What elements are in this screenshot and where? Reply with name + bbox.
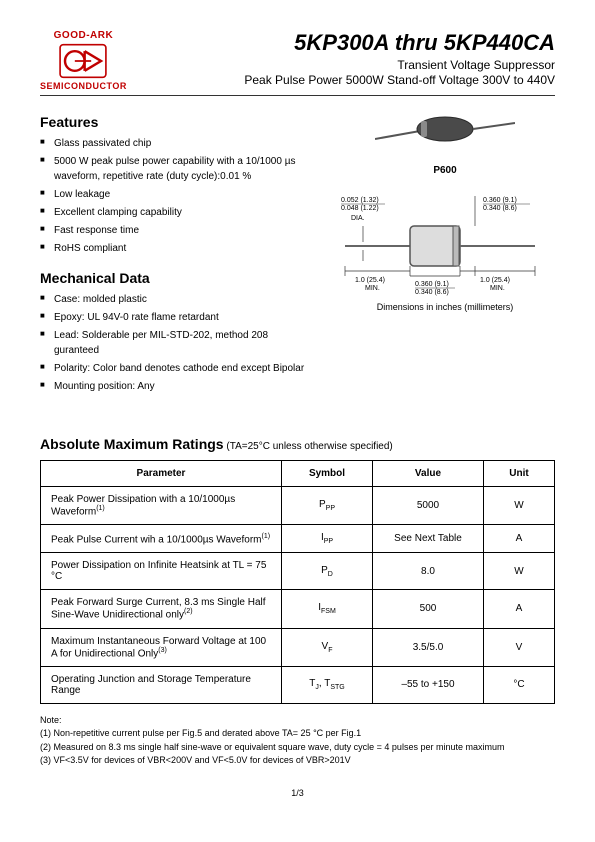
- table-row: Peak Forward Surge Current, 8.3 ms Singl…: [41, 590, 555, 628]
- logo-top-text: GOOD-ARK: [54, 30, 114, 41]
- dim-text: 0.340 (8.6): [415, 289, 449, 296]
- list-item: Glass passivated chip: [40, 136, 315, 151]
- col-parameter: Parameter: [41, 461, 282, 487]
- cell-param: Maximum Instantaneous Forward Voltage at…: [41, 628, 282, 666]
- list-item: Case: molded plastic: [40, 292, 315, 307]
- part-subtitle: Transient Voltage Suppressor: [147, 58, 555, 72]
- cell-symbol: VF: [282, 628, 373, 666]
- list-item: Fast response time: [40, 223, 315, 238]
- cell-unit: W: [484, 487, 555, 525]
- col-unit: Unit: [484, 461, 555, 487]
- features-list: Glass passivated chip 5000 W peak pulse …: [40, 136, 315, 256]
- list-item: Excellent clamping capability: [40, 205, 315, 220]
- note-item: (3) VF<3.5V for devices of VBR<200V and …: [40, 754, 555, 768]
- cell-param: Operating Junction and Storage Temperatu…: [41, 666, 282, 703]
- left-column: Features Glass passivated chip 5000 W pe…: [40, 106, 315, 408]
- mechanical-list: Case: molded plastic Epoxy: UL 94V-0 rat…: [40, 292, 315, 394]
- amr-title: Absolute Maximum Ratings: [40, 436, 224, 452]
- table-row: Peak Power Dissipation with a 10/1000µs …: [41, 487, 555, 525]
- dim-text: 0.360 (9.1): [415, 281, 449, 288]
- list-item: Lead: Solderable per MIL-STD-202, method…: [40, 328, 315, 358]
- table-header-row: Parameter Symbol Value Unit: [41, 461, 555, 487]
- cell-param: Power Dissipation on Infinite Heatsink a…: [41, 553, 282, 590]
- mechanical-heading: Mechanical Data: [40, 270, 315, 286]
- company-logo-icon: [58, 43, 108, 79]
- cell-value: See Next Table: [373, 525, 484, 553]
- table-row: Operating Junction and Storage Temperatu…: [41, 666, 555, 703]
- amr-section: Absolute Maximum Ratings (TA=25°C unless…: [40, 436, 555, 704]
- package-label: P600: [433, 165, 456, 176]
- cell-symbol: IFSM: [282, 590, 373, 628]
- list-item: Mounting position: Any: [40, 379, 315, 394]
- cell-unit: A: [484, 525, 555, 553]
- cell-symbol: PD: [282, 553, 373, 590]
- package-dimension-drawing: 0.052 (1.32) 0.048 (1.22) DIA. 0.360 (9.…: [335, 186, 555, 296]
- right-column: P600 0.052 (1.32) 0.048 (1.22) DIA.: [335, 106, 555, 408]
- col-value: Value: [373, 461, 484, 487]
- content-row: Features Glass passivated chip 5000 W pe…: [40, 106, 555, 408]
- package-3d-icon: [375, 111, 515, 161]
- cell-symbol: PPP: [282, 487, 373, 525]
- table-row: Peak Pulse Current wih a 10/1000µs Wavef…: [41, 525, 555, 553]
- cell-value: 3.5/5.0: [373, 628, 484, 666]
- notes-header: Note:: [40, 714, 555, 728]
- header-row: GOOD-ARK SEMICONDUCTOR 5KP300A thru 5KP4…: [40, 30, 555, 91]
- dim-text: MIN.: [490, 285, 505, 292]
- cell-unit: A: [484, 590, 555, 628]
- part-description: Peak Pulse Power 5000W Stand-off Voltage…: [147, 73, 555, 87]
- cell-value: 8.0: [373, 553, 484, 590]
- cell-param: Peak Forward Surge Current, 8.3 ms Singl…: [41, 590, 282, 628]
- cell-param: Peak Power Dissipation with a 10/1000µs …: [41, 487, 282, 525]
- amr-table: Parameter Symbol Value Unit Peak Power D…: [40, 460, 555, 704]
- list-item: Polarity: Color band denotes cathode end…: [40, 361, 315, 376]
- features-heading: Features: [40, 114, 315, 130]
- list-item: Low leakage: [40, 187, 315, 202]
- dim-text: DIA.: [351, 215, 365, 222]
- title-block: 5KP300A thru 5KP440CA Transient Voltage …: [147, 30, 555, 87]
- dim-text: 0.048 (1.22): [341, 205, 379, 212]
- table-row: Maximum Instantaneous Forward Voltage at…: [41, 628, 555, 666]
- logo-bottom-text: SEMICONDUCTOR: [40, 81, 127, 91]
- cell-unit: °C: [484, 666, 555, 703]
- cell-value: 5000: [373, 487, 484, 525]
- cell-unit: W: [484, 553, 555, 590]
- cell-symbol: IPP: [282, 525, 373, 553]
- cell-value: –55 to +150: [373, 666, 484, 703]
- list-item: RoHS compliant: [40, 241, 315, 256]
- amr-condition: (TA=25°C unless otherwise specified): [224, 441, 393, 452]
- table-row: Power Dissipation on Infinite Heatsink a…: [41, 553, 555, 590]
- dimension-caption: Dimensions in inches (millimeters): [377, 302, 514, 312]
- dim-text: 0.360 (9.1): [483, 197, 517, 204]
- dim-text: MIN.: [365, 285, 380, 292]
- note-item: (1) Non-repetitive current pulse per Fig…: [40, 727, 555, 741]
- part-number-title: 5KP300A thru 5KP440CA: [147, 30, 555, 56]
- list-item: 5000 W peak pulse power capability with …: [40, 154, 315, 184]
- col-symbol: Symbol: [282, 461, 373, 487]
- note-item: (2) Measured on 8.3 ms single half sine-…: [40, 741, 555, 755]
- dim-text: 1.0 (25.4): [480, 277, 510, 284]
- cell-unit: V: [484, 628, 555, 666]
- dim-text: 0.340 (8.6): [483, 205, 517, 212]
- page-number: 1/3: [40, 788, 555, 798]
- cell-param: Peak Pulse Current wih a 10/1000µs Wavef…: [41, 525, 282, 553]
- dim-text: 1.0 (25.4): [355, 277, 385, 284]
- cell-symbol: TJ, TSTG: [282, 666, 373, 703]
- notes-block: Note: (1) Non-repetitive current pulse p…: [40, 714, 555, 768]
- header-divider: [40, 95, 555, 96]
- list-item: Epoxy: UL 94V-0 rate flame retardant: [40, 310, 315, 325]
- logo-block: GOOD-ARK SEMICONDUCTOR: [40, 30, 127, 91]
- cell-value: 500: [373, 590, 484, 628]
- dim-text: 0.052 (1.32): [341, 197, 379, 204]
